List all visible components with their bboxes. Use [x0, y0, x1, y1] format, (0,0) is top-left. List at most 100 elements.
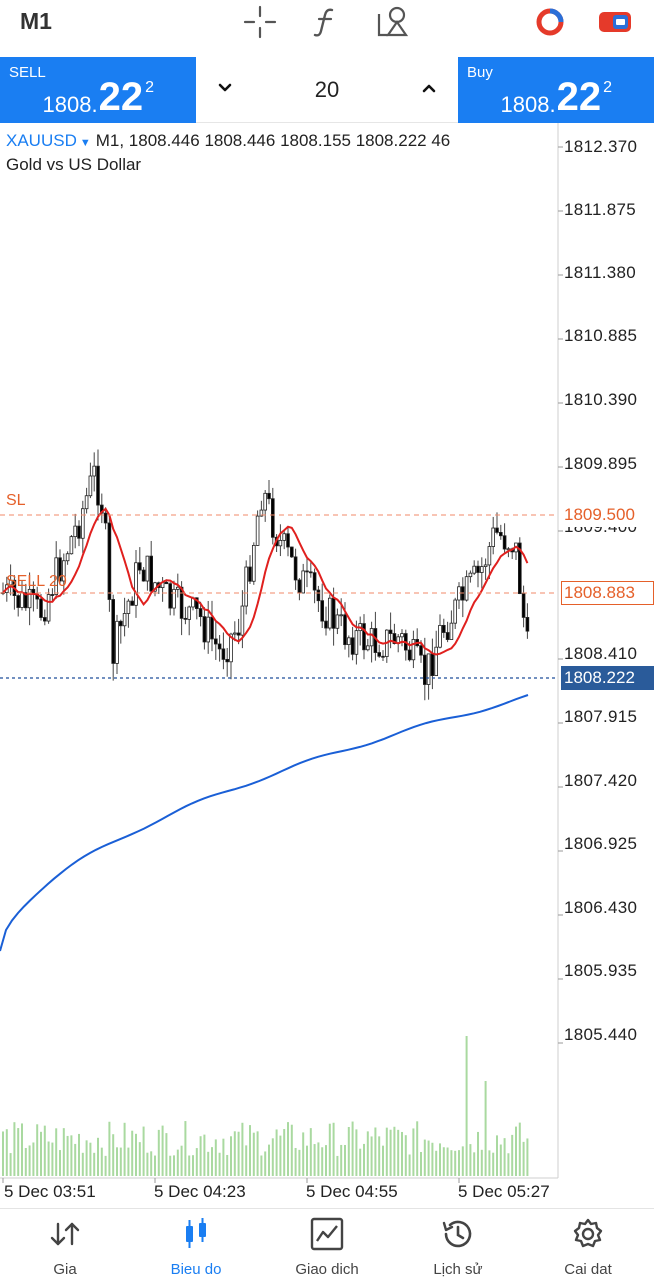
volume-bar	[469, 1144, 472, 1176]
volume-decrease-button[interactable]	[210, 73, 240, 103]
candle-body	[335, 614, 340, 629]
symbol-dropdown-icon[interactable]: ▼	[79, 137, 91, 149]
nav-quotes[interactable]: Gia	[0, 1209, 130, 1280]
symbol-name[interactable]: XAUUSD	[6, 131, 77, 150]
volume-bar	[268, 1144, 270, 1176]
toggle-icon[interactable]	[596, 4, 634, 40]
candle-body	[392, 633, 397, 644]
volume-bar	[245, 1145, 248, 1176]
buy-price: 1808. 22 2	[500, 75, 612, 119]
volume-bar	[78, 1133, 80, 1176]
volume-value[interactable]: 20	[314, 77, 340, 102]
chart-header: XAUUSD ▼ M1, 1808.446 1808.446 1808.155 18…	[6, 131, 450, 151]
volume-bar	[119, 1147, 122, 1176]
volume-bar	[157, 1129, 160, 1176]
candle-body	[259, 509, 264, 517]
volume-bar	[89, 1142, 92, 1176]
volume-bar	[169, 1155, 172, 1176]
candle-body	[495, 527, 499, 533]
nav-chart[interactable]: Bieu do	[131, 1209, 261, 1280]
nav-label: Cai dat	[564, 1261, 612, 1278]
buy-button[interactable]: Buy 1808. 22 2	[458, 57, 654, 123]
volume-bar	[458, 1150, 460, 1176]
volume-bar	[355, 1129, 358, 1176]
candle-body	[88, 475, 93, 497]
account-icon[interactable]	[531, 4, 569, 40]
history-icon	[393, 1217, 523, 1251]
candle-body	[27, 588, 32, 609]
volume-bar	[306, 1145, 308, 1176]
candle-body	[369, 628, 374, 647]
volume-bar	[112, 1134, 115, 1176]
price-chart[interactable]: XAUUSD ▼ M1, 1808.446 1808.446 1808.155 18…	[0, 123, 654, 1208]
volume-bar	[43, 1125, 46, 1176]
volume-bar	[302, 1132, 305, 1176]
volume-bar	[461, 1146, 464, 1176]
volume-bar	[252, 1132, 255, 1176]
volume-bar	[317, 1142, 320, 1176]
volume-bar	[344, 1144, 346, 1176]
price-axis-label: 1811.875	[564, 200, 637, 219]
volume-bar	[287, 1122, 289, 1176]
sell-button[interactable]: SELL 1808. 22 2	[0, 57, 196, 123]
price-axis-label: 1806.430	[564, 898, 638, 917]
settings-icon	[523, 1217, 653, 1251]
nav-trade[interactable]: Giao dich	[262, 1209, 392, 1280]
volume-bar	[328, 1123, 331, 1176]
candle-body	[468, 572, 473, 578]
candle-body	[84, 495, 89, 510]
volume-bar	[230, 1136, 232, 1176]
candle-body	[119, 620, 123, 627]
volume-bar	[442, 1147, 445, 1176]
volume-bar	[492, 1152, 495, 1176]
volume-bar	[279, 1135, 282, 1176]
volume-bar	[81, 1152, 84, 1176]
volume-bar	[477, 1131, 479, 1176]
volume-bar	[298, 1149, 301, 1176]
candle-body	[377, 652, 381, 657]
candle-body	[498, 532, 503, 537]
volume-increase-button[interactable]	[414, 73, 444, 103]
candle-body	[16, 595, 20, 608]
volume-bar	[165, 1133, 168, 1176]
sl-tag: SL	[6, 492, 26, 509]
volume-bar	[473, 1152, 476, 1176]
time-label: 5 Dec 05:27	[458, 1182, 550, 1201]
quotes-icon	[0, 1217, 130, 1251]
crosshair-icon[interactable]	[241, 4, 279, 40]
candle-body	[175, 586, 180, 590]
volume-bar	[93, 1152, 96, 1176]
order-price-label[interactable]: 1808.883	[561, 581, 654, 605]
volume-bar	[203, 1134, 206, 1176]
nav-settings[interactable]: Cai dat	[523, 1209, 653, 1280]
volume-bar	[188, 1155, 191, 1176]
timeframe-button[interactable]: M1	[20, 8, 52, 34]
nav-label: Giao dich	[295, 1261, 359, 1278]
volume-bar	[195, 1148, 198, 1176]
volume-bar	[184, 1121, 187, 1176]
volume-bar	[214, 1139, 217, 1176]
objects-icon[interactable]	[373, 4, 411, 40]
function-icon[interactable]	[307, 4, 345, 40]
candle-body	[400, 633, 404, 638]
candle-body	[65, 553, 70, 562]
chart-canvas[interactable]	[0, 123, 654, 1208]
price-axis-label: 1811.380	[564, 263, 637, 282]
candle-body	[107, 522, 112, 600]
volume-bar	[340, 1144, 343, 1176]
volume-bar	[127, 1147, 130, 1176]
sl-price-label[interactable]: 1809.500	[561, 503, 654, 527]
symbol-description: Gold vs US Dollar	[6, 155, 142, 174]
volume-bar	[100, 1147, 103, 1176]
volume-bar	[416, 1121, 419, 1176]
candle-body	[122, 613, 127, 627]
fast-moving-average-line	[2, 507, 529, 656]
trade-icon	[262, 1217, 392, 1251]
candle-body	[327, 597, 332, 629]
nav-label: Lịch sử	[433, 1261, 483, 1278]
candle-body	[339, 614, 343, 617]
volume-bar	[17, 1128, 20, 1176]
candle-body	[419, 645, 423, 656]
nav-history[interactable]: Lịch sử	[393, 1209, 523, 1280]
volume-bar	[2, 1131, 4, 1176]
